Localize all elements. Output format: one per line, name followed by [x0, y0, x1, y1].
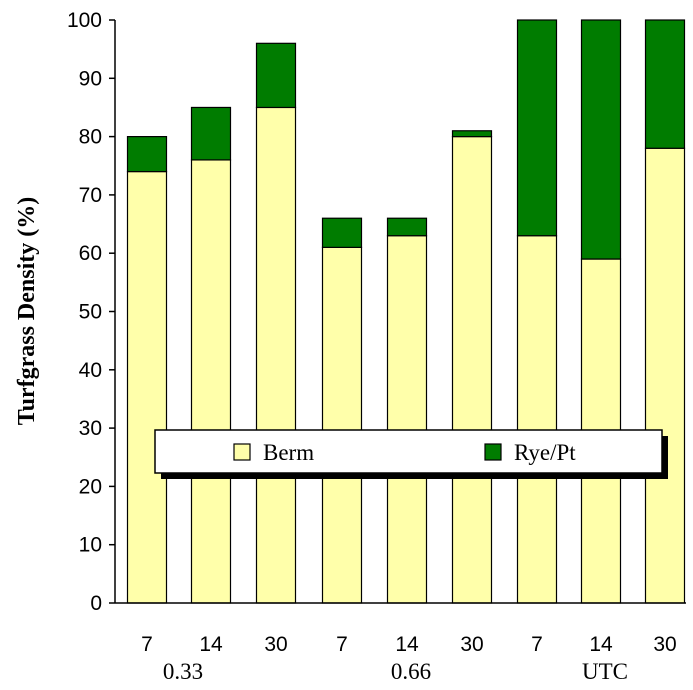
bar-berm-7 [516, 235, 558, 604]
x-tick-label: 14 [199, 633, 223, 656]
x-tick-label: 30 [653, 633, 676, 656]
bar-berm-5 [386, 235, 428, 604]
y-tick-label: 90 [79, 67, 102, 90]
bar-rye-pt-9 [644, 19, 686, 149]
bar-rye-pt-2 [190, 106, 232, 161]
y-tick-label: 20 [79, 475, 102, 498]
bar-rye-pt-7 [516, 19, 558, 237]
y-tick-label: 100 [67, 9, 102, 32]
x-tick-label: 7 [141, 633, 153, 656]
group-label: 0.66 [391, 659, 431, 684]
y-tick-label: 40 [79, 359, 102, 382]
y-tick-label: 10 [79, 534, 102, 557]
bar-berm-6 [451, 136, 493, 604]
x-tick-label: 30 [460, 633, 483, 656]
bar-berm-4 [321, 246, 363, 604]
bar-rye-pt-1 [126, 136, 168, 173]
y-tick-label: 50 [79, 301, 102, 324]
bar-rye-pt-4 [321, 217, 363, 248]
bar-rye-pt-6 [451, 130, 493, 138]
bars-layer [126, 19, 686, 604]
y-axis-label: Turfgrass Density (%) [14, 197, 40, 425]
bar-berm-1 [126, 170, 168, 604]
legend-swatch-berm [233, 443, 251, 461]
bar-rye-pt-5 [386, 217, 428, 237]
bar-rye-pt-3 [255, 42, 297, 109]
bar-rye-pt-8 [580, 19, 622, 260]
legend-swatch-rye-pt [484, 443, 502, 461]
legend: Berm Rye/Pt [154, 429, 668, 479]
bar-berm-9 [644, 147, 686, 604]
x-tick-label: 7 [336, 633, 348, 656]
y-tick-label: 60 [79, 242, 102, 265]
legend-label-rye-pt: Rye/Pt [514, 440, 576, 465]
x-tick-label: 14 [395, 633, 419, 656]
y-tick-label: 70 [79, 184, 102, 207]
x-tick-label: 7 [531, 633, 543, 656]
x-tick-label: 14 [589, 633, 613, 656]
bar-berm-2 [190, 159, 232, 604]
group-label: 0.33 [163, 659, 203, 684]
legend-box [154, 429, 663, 474]
y-tick-label: 0 [90, 592, 102, 615]
tick-labels-layer: 0 10 20 30 40 50 60 70 80 90 100 7 14 30 7 14 30 7 14 30 0.3… [67, 9, 677, 684]
y-tick-label: 80 [79, 126, 102, 149]
axes-layer [109, 19, 686, 604]
y-tick-label: 30 [79, 417, 102, 440]
x-tick-label: 30 [264, 633, 287, 656]
group-label: UTC [582, 659, 628, 684]
legend-label-berm: Berm [263, 440, 314, 465]
bar-berm-3 [255, 106, 297, 604]
